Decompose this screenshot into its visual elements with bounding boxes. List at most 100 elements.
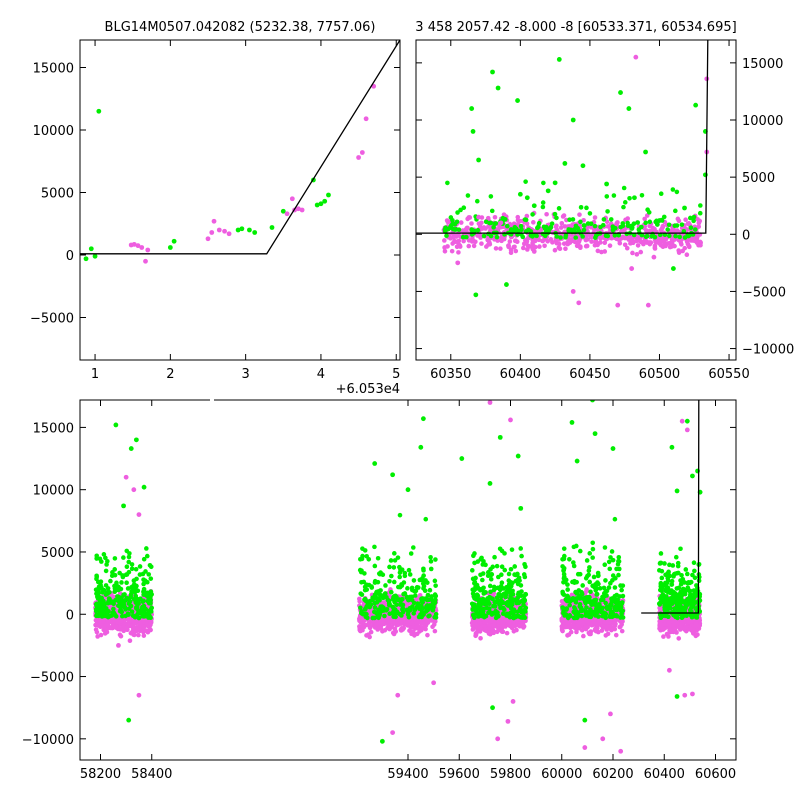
cloud-point bbox=[593, 583, 599, 588]
data-point bbox=[314, 202, 320, 208]
cloud-point bbox=[475, 227, 481, 233]
cloud-point bbox=[498, 246, 503, 251]
cloud-point bbox=[105, 586, 111, 591]
cloud-point bbox=[94, 629, 100, 635]
cloud-point bbox=[517, 218, 523, 224]
cloud-point bbox=[99, 595, 104, 601]
data-point bbox=[318, 201, 324, 207]
cloud-point bbox=[489, 208, 495, 214]
cloud-point bbox=[479, 241, 484, 246]
cloud-point bbox=[605, 623, 611, 629]
cloud-point bbox=[103, 555, 108, 561]
data-point bbox=[531, 203, 537, 209]
cloud-point bbox=[124, 564, 130, 569]
y-tick-label: 10000 bbox=[33, 124, 74, 139]
cloud-point bbox=[141, 624, 146, 630]
cloud-point bbox=[675, 216, 681, 222]
cloud-point bbox=[106, 609, 111, 614]
cloud-point bbox=[617, 238, 622, 243]
cloud-point bbox=[588, 221, 594, 226]
cloud-point bbox=[368, 602, 374, 608]
cloud-point bbox=[496, 627, 501, 633]
cloud-point bbox=[686, 244, 692, 250]
cloud-point bbox=[486, 625, 492, 631]
cloud-point bbox=[475, 593, 481, 598]
cloud-point bbox=[471, 553, 476, 559]
cloud-point bbox=[629, 226, 635, 231]
data-point bbox=[618, 90, 623, 95]
cloud-point bbox=[362, 548, 368, 553]
cloud-point bbox=[487, 583, 493, 589]
cloud-point bbox=[389, 573, 394, 579]
cloud-point bbox=[127, 638, 133, 643]
cloud-point bbox=[455, 210, 460, 215]
data-point bbox=[670, 266, 676, 271]
cloud-point bbox=[362, 587, 368, 593]
cloud-point bbox=[517, 590, 523, 595]
cloud-point bbox=[579, 613, 585, 619]
cloud-point bbox=[512, 224, 518, 230]
axes-frame bbox=[79, 39, 401, 361]
data-point bbox=[83, 256, 89, 262]
cloud-point bbox=[494, 234, 500, 240]
cloud-point bbox=[134, 576, 139, 582]
cloud-point bbox=[495, 613, 501, 619]
cloud-point bbox=[616, 559, 622, 564]
cloud-point bbox=[525, 243, 531, 248]
cloud-point bbox=[548, 237, 554, 242]
cloud-point bbox=[101, 588, 107, 593]
cloud-point bbox=[603, 578, 608, 583]
cloud-point bbox=[504, 630, 510, 636]
cloud-point bbox=[386, 618, 391, 623]
y-tick-label: 10000 bbox=[742, 114, 783, 129]
cloud-point bbox=[131, 597, 137, 602]
y-tick-label: 15000 bbox=[33, 62, 74, 77]
cloud-point bbox=[506, 619, 512, 625]
x-ticks: 60350 60400 60450 60500 60550 bbox=[430, 40, 750, 382]
cloud-point bbox=[578, 205, 584, 210]
cloud-point bbox=[484, 605, 490, 611]
data-point bbox=[239, 226, 245, 232]
cloud-point bbox=[367, 634, 372, 640]
data-point bbox=[145, 247, 151, 253]
cloud-point bbox=[587, 211, 593, 216]
cloud-point bbox=[549, 221, 555, 226]
cloud-point bbox=[619, 601, 624, 607]
cloud-point bbox=[470, 623, 475, 628]
cloud-point bbox=[557, 246, 563, 252]
cloud-point bbox=[105, 614, 111, 620]
cloud-point bbox=[417, 629, 422, 634]
data-point bbox=[143, 258, 148, 264]
cloud-point bbox=[121, 624, 126, 629]
cloud-point bbox=[574, 615, 580, 621]
cloud-point bbox=[512, 623, 517, 629]
data-point bbox=[693, 102, 699, 108]
data-point bbox=[657, 218, 662, 223]
cloud-point bbox=[592, 215, 598, 220]
cloud-point bbox=[558, 235, 563, 240]
cloud-point bbox=[140, 613, 145, 619]
cloud-point bbox=[143, 569, 148, 574]
cloud-point bbox=[673, 233, 678, 239]
data-point bbox=[515, 98, 520, 103]
data-point bbox=[289, 196, 295, 202]
cloud-point bbox=[362, 571, 367, 576]
cloud-point bbox=[552, 247, 558, 253]
cloud-point bbox=[503, 594, 508, 600]
cloud-point bbox=[97, 556, 103, 562]
cloud-point bbox=[502, 551, 507, 556]
cloud-point bbox=[684, 252, 690, 257]
cloud-point bbox=[520, 597, 526, 603]
cloud-point bbox=[358, 605, 363, 611]
cloud-point bbox=[113, 624, 119, 630]
cloud-point bbox=[141, 589, 146, 595]
cloud-point bbox=[614, 614, 620, 619]
cloud-point bbox=[470, 568, 475, 573]
cloud-point bbox=[511, 221, 517, 226]
cloud-point bbox=[449, 248, 455, 254]
cloud-point bbox=[119, 618, 124, 624]
cloud-point bbox=[453, 227, 459, 232]
cloud-point bbox=[392, 558, 398, 563]
cloud-point bbox=[591, 619, 597, 624]
